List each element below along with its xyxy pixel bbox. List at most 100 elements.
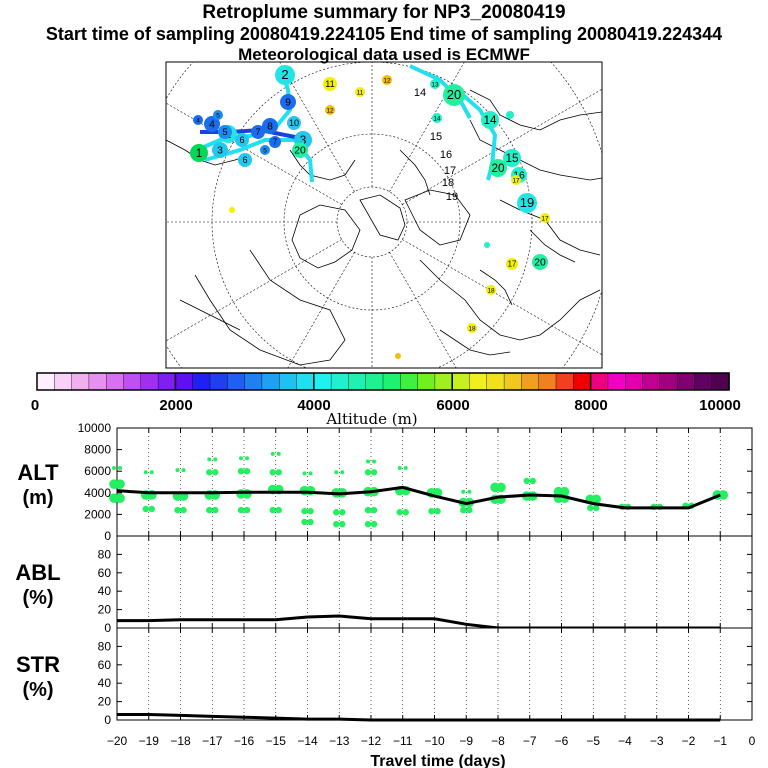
x-tick-label: −12 bbox=[361, 734, 382, 748]
panel-frame-str bbox=[116, 627, 753, 721]
y-tick-label: 0 bbox=[104, 621, 111, 635]
coastline bbox=[404, 189, 471, 246]
alt-cluster-point bbox=[115, 479, 125, 489]
y-tick-label: 60 bbox=[98, 566, 112, 580]
plume-marker bbox=[262, 118, 278, 134]
plume-marker bbox=[193, 115, 203, 125]
plume-marker bbox=[275, 65, 295, 85]
coastline bbox=[419, 259, 601, 341]
plume-marker bbox=[280, 94, 296, 110]
alt-cluster-point bbox=[370, 469, 378, 476]
plume-marker-label: 14 bbox=[483, 114, 497, 127]
plume-marker-label: 18 bbox=[487, 287, 495, 294]
plume-marker-label: 5 bbox=[222, 127, 227, 137]
plume-marker bbox=[506, 111, 514, 119]
x-tick-label: −18 bbox=[170, 734, 191, 748]
plume-marker bbox=[506, 258, 518, 270]
x-tick-label: −19 bbox=[139, 734, 160, 748]
plume-marker bbox=[432, 113, 442, 123]
alt-cluster-point bbox=[269, 506, 276, 514]
alt-cluster-point bbox=[307, 518, 314, 526]
plume-marker-label: 11 bbox=[325, 79, 334, 89]
day-label: 17 bbox=[444, 165, 456, 177]
alt-cluster-point bbox=[370, 520, 378, 528]
y-tick-label: 20 bbox=[98, 695, 112, 709]
coastline bbox=[469, 89, 602, 131]
alt-cluster-point bbox=[237, 468, 245, 475]
series-line-alt bbox=[116, 485, 721, 510]
plume-marker bbox=[443, 84, 465, 106]
coastline bbox=[291, 204, 361, 269]
alt-cluster-point bbox=[275, 506, 282, 514]
alt-cluster-point bbox=[428, 507, 435, 515]
x-tick-label: 0 bbox=[749, 734, 756, 748]
y-tick-label: 8000 bbox=[84, 443, 111, 457]
alt-cluster-point bbox=[270, 451, 275, 456]
plume-marker-label: 20 bbox=[534, 258, 546, 269]
coastline bbox=[289, 149, 356, 181]
alt-cluster-point bbox=[243, 468, 251, 475]
y-tick-label: 10000 bbox=[78, 421, 112, 435]
panel-frame-alt bbox=[116, 427, 753, 537]
alt-cluster-point bbox=[718, 490, 729, 500]
x-tick-label: −3 bbox=[650, 734, 664, 748]
alt-cluster-point bbox=[591, 494, 602, 505]
plume-marker-label: 3 bbox=[300, 134, 307, 147]
meridian-line bbox=[389, 252, 457, 368]
x-tick-label: −5 bbox=[586, 734, 600, 748]
y-tick-label: 0 bbox=[104, 713, 111, 727]
alt-cluster-point bbox=[212, 469, 219, 476]
alt-cluster-point bbox=[243, 506, 251, 514]
x-tick-label: −11 bbox=[393, 734, 413, 748]
alt-cluster-point bbox=[339, 520, 346, 528]
alt-cluster-point bbox=[174, 506, 181, 514]
day-label: 14 bbox=[414, 87, 426, 99]
x-axis-label: Travel time (days) bbox=[370, 753, 505, 768]
plume-marker bbox=[430, 79, 440, 89]
alt-cluster-point bbox=[207, 457, 212, 462]
plume-marker-label: 7 bbox=[273, 138, 277, 147]
x-tick-label: −14 bbox=[297, 734, 318, 748]
plume-marker bbox=[540, 213, 550, 223]
alt-cluster-point bbox=[402, 509, 409, 516]
panel-label-alt: ALT bbox=[17, 460, 59, 485]
alt-cluster-point bbox=[333, 509, 340, 516]
alt-cluster-point bbox=[148, 505, 155, 513]
alt-cluster-point bbox=[523, 477, 530, 485]
plume-marker-label: 4 bbox=[209, 120, 215, 131]
plume-marker-label: 17 bbox=[508, 260, 517, 269]
alt-cluster-point bbox=[396, 509, 403, 516]
alt-cluster-point bbox=[334, 470, 339, 475]
x-tick-label: −9 bbox=[459, 734, 473, 748]
plume-marker bbox=[511, 175, 521, 185]
alt-cluster-point bbox=[587, 504, 594, 512]
y-tick-label: 40 bbox=[98, 584, 112, 598]
alt-cluster-point bbox=[115, 493, 125, 504]
y-tick-label: 80 bbox=[98, 639, 112, 653]
coastline bbox=[529, 229, 576, 263]
alt-cluster-point bbox=[466, 506, 473, 514]
coastline bbox=[469, 119, 602, 181]
alt-cluster-point bbox=[149, 470, 154, 475]
alt-cluster-point bbox=[242, 489, 252, 499]
alt-cluster-point bbox=[239, 456, 243, 461]
plume-marker-label: 6 bbox=[242, 155, 247, 165]
alt-cluster-point bbox=[333, 520, 340, 528]
plume-marker-label: 12 bbox=[326, 107, 334, 114]
x-tick-label: −6 bbox=[555, 734, 569, 748]
coastline bbox=[479, 269, 513, 306]
y-tick-label: 60 bbox=[98, 658, 112, 672]
alt-cluster-point bbox=[529, 477, 536, 485]
x-tick-label: −2 bbox=[682, 734, 696, 748]
alt-cluster-point bbox=[307, 507, 314, 515]
plume-marker-label: 8 bbox=[267, 122, 273, 133]
coastline bbox=[499, 199, 601, 256]
alt-cluster-point bbox=[308, 471, 313, 476]
plume-marker-label: 6 bbox=[239, 135, 244, 145]
plume-marker-label: 3 bbox=[217, 146, 223, 157]
plume-marker bbox=[517, 193, 537, 213]
alt-cluster-point bbox=[206, 506, 213, 514]
alt-cluster-point bbox=[364, 469, 372, 476]
meridian-line bbox=[279, 62, 355, 192]
